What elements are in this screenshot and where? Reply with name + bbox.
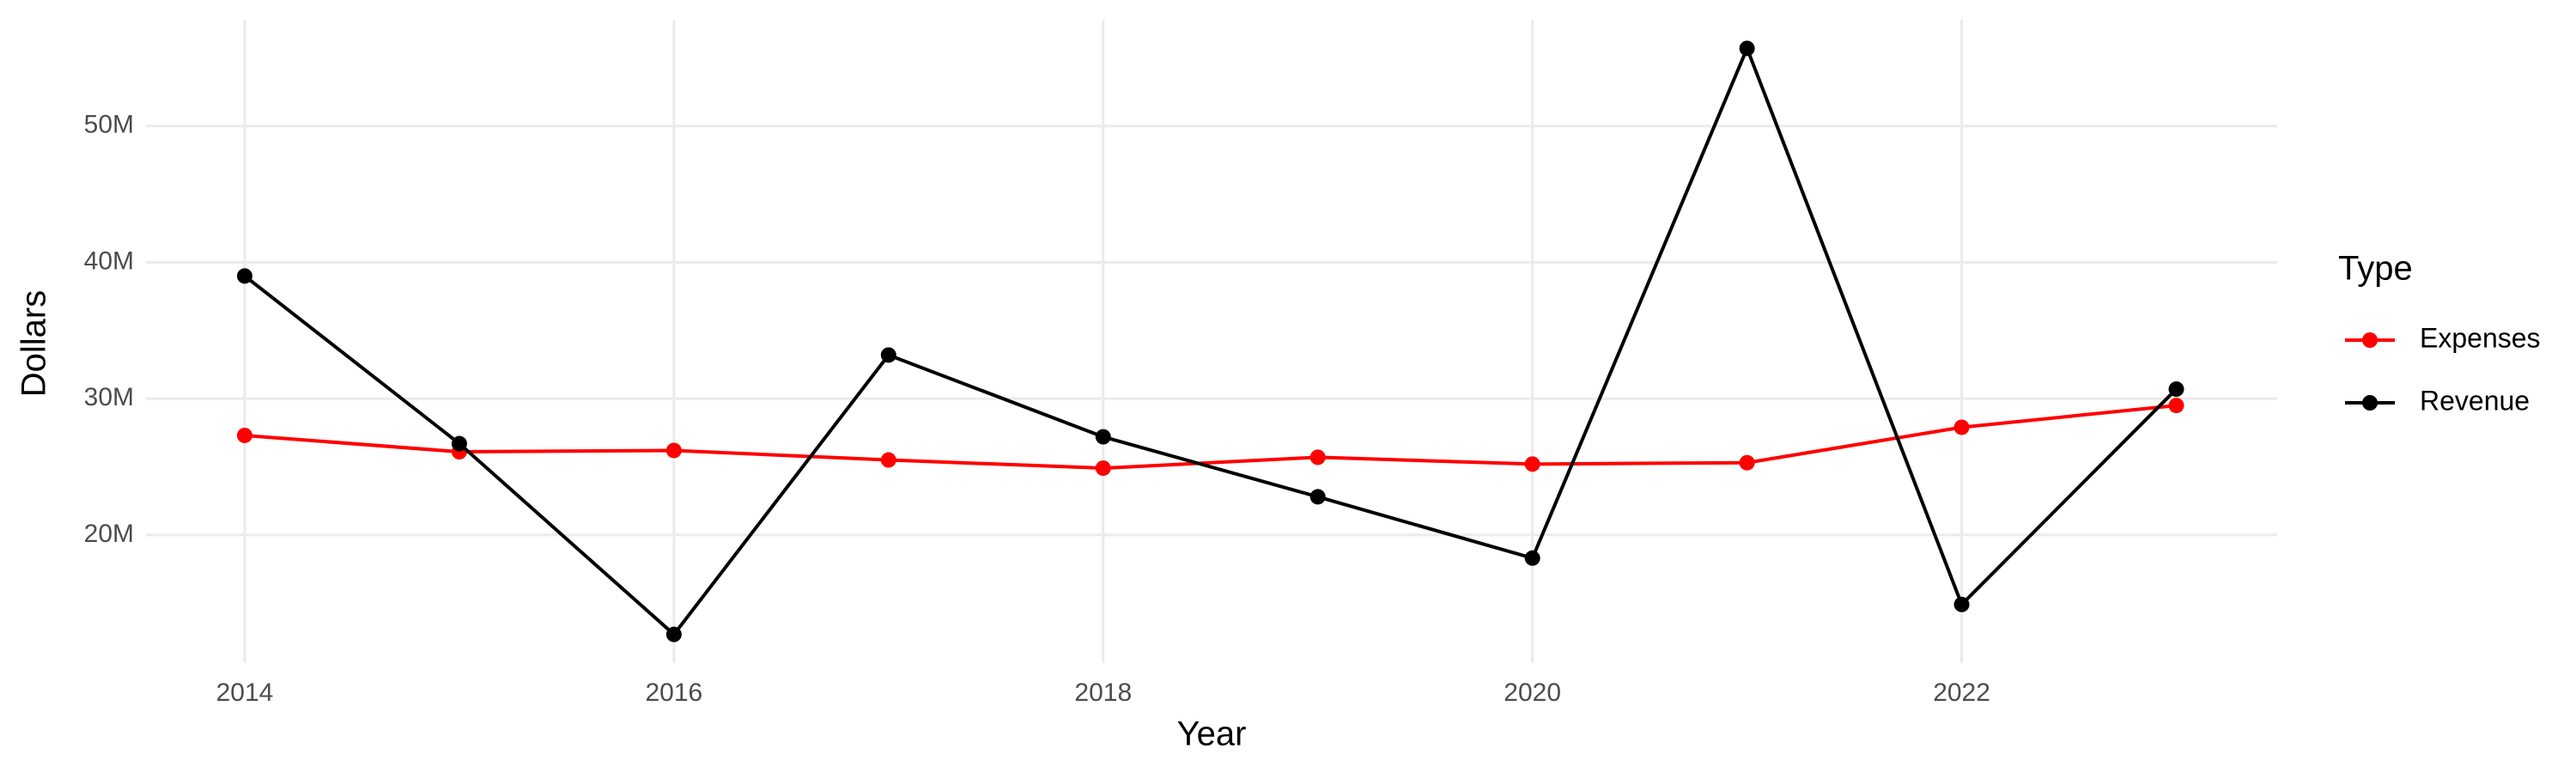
data-point [1953, 419, 1970, 435]
data-point [1953, 596, 1970, 612]
x-axis-title: Year [1177, 715, 1247, 753]
data-point [1309, 489, 1326, 505]
data-point [1524, 456, 1540, 472]
data-point [1095, 429, 1111, 445]
data-point [1309, 449, 1326, 466]
data-point [236, 427, 252, 443]
legend-key-point [2362, 332, 2378, 348]
data-point [451, 435, 467, 452]
x-tick-label: 2016 [646, 679, 703, 707]
data-point [2168, 398, 2184, 414]
x-tick-label: 2014 [216, 679, 274, 707]
y-tick-label: 30M [84, 383, 134, 411]
legend-label: Revenue [2420, 385, 2530, 416]
legend-key-point [2362, 395, 2378, 411]
data-point [1739, 454, 1755, 471]
x-tick-label: 2018 [1074, 679, 1132, 707]
legend-label: Expenses [2420, 322, 2541, 353]
data-point [1739, 40, 1755, 57]
data-point [236, 268, 252, 284]
series-line [243, 43, 2178, 637]
x-tick-label: 2020 [1504, 679, 1561, 707]
y-axis-title: Dollars [15, 290, 53, 397]
y-tick-label: 40M [84, 247, 134, 275]
data-point [665, 442, 682, 459]
data-point [665, 626, 682, 642]
data-point [1524, 550, 1540, 566]
data-point [2168, 381, 2184, 398]
y-tick-label: 20M [84, 520, 134, 548]
data-point [880, 347, 896, 363]
y-tick-label: 50M [84, 111, 134, 139]
x-tick-label: 2022 [1933, 679, 1990, 707]
data-point [1095, 460, 1111, 477]
series-line [244, 404, 2177, 471]
data-point [880, 452, 896, 468]
legend-title: Type [2338, 250, 2413, 288]
